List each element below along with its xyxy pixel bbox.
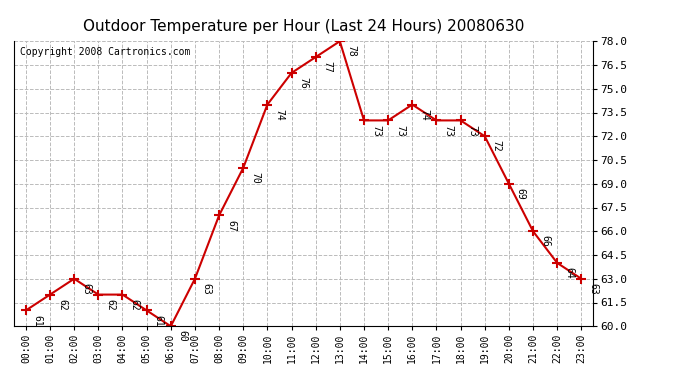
Text: 62: 62 <box>130 299 139 310</box>
Text: 64: 64 <box>564 267 574 279</box>
Text: 70: 70 <box>250 172 260 184</box>
Text: 74: 74 <box>420 109 429 120</box>
Text: 78: 78 <box>347 45 357 57</box>
Text: 61: 61 <box>33 315 43 326</box>
Text: 63: 63 <box>202 283 212 295</box>
Text: 74: 74 <box>275 109 284 120</box>
Text: 66: 66 <box>540 236 550 247</box>
Text: 76: 76 <box>299 77 308 89</box>
Text: 63: 63 <box>81 283 91 295</box>
Text: 67: 67 <box>226 220 236 231</box>
Text: 60: 60 <box>178 330 188 342</box>
Text: 77: 77 <box>323 61 333 73</box>
Text: 73: 73 <box>371 124 381 136</box>
Text: 73: 73 <box>468 124 477 136</box>
Text: 61: 61 <box>154 315 164 326</box>
Text: Outdoor Temperature per Hour (Last 24 Hours) 20080630: Outdoor Temperature per Hour (Last 24 Ho… <box>83 19 524 34</box>
Text: 62: 62 <box>57 299 67 310</box>
Text: 63: 63 <box>589 283 598 295</box>
Text: 69: 69 <box>516 188 526 200</box>
Text: 62: 62 <box>106 299 115 310</box>
Text: 72: 72 <box>492 140 502 152</box>
Text: Copyright 2008 Cartronics.com: Copyright 2008 Cartronics.com <box>19 47 190 57</box>
Text: 73: 73 <box>444 124 453 136</box>
Text: 73: 73 <box>395 124 405 136</box>
